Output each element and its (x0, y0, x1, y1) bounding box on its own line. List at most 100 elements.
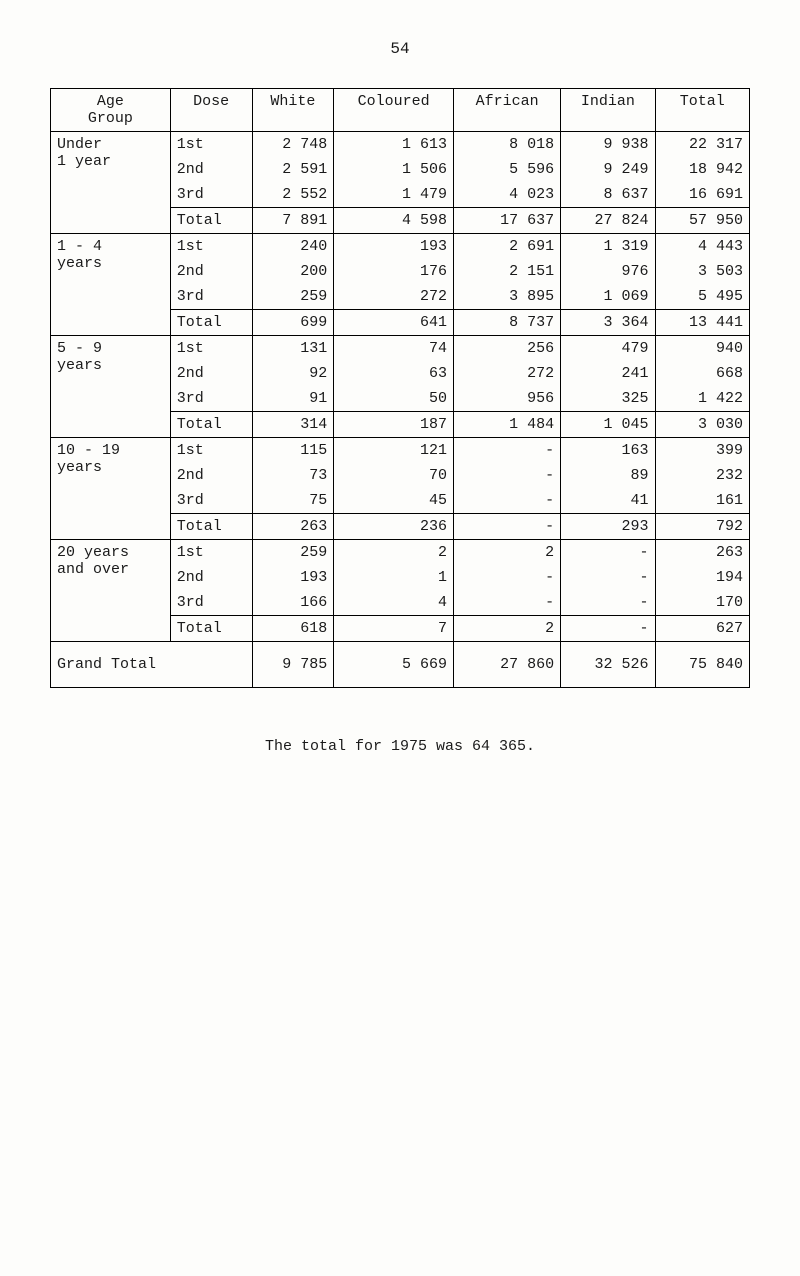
value-cell: 5 495 (655, 284, 749, 310)
grand-total-cell: 75 840 (655, 642, 749, 688)
header-age-group: Age Group (51, 89, 171, 132)
value-cell: 256 (454, 336, 561, 362)
value-cell: - (561, 565, 655, 590)
subtotal-cell: 627 (655, 616, 749, 642)
value-cell: 5 596 (454, 157, 561, 182)
value-cell: 4 023 (454, 182, 561, 208)
value-cell: 16 691 (655, 182, 749, 208)
value-cell: 3 895 (454, 284, 561, 310)
subtotal-label: Total (170, 514, 252, 540)
value-cell: 9 938 (561, 132, 655, 158)
subtotal-label: Total (170, 310, 252, 336)
value-cell: 399 (655, 438, 749, 464)
header-total: Total (655, 89, 749, 132)
subtotal-cell: 27 824 (561, 208, 655, 234)
value-cell: - (561, 590, 655, 616)
subtotal-cell: 7 891 (252, 208, 334, 234)
value-cell: 74 (334, 336, 454, 362)
header-row: Age Group Dose White Coloured African In… (51, 89, 750, 132)
value-cell: 89 (561, 463, 655, 488)
dose-cell: 3rd (170, 590, 252, 616)
dose-cell: 2nd (170, 463, 252, 488)
value-cell: 1 479 (334, 182, 454, 208)
grand-total-cell: 27 860 (454, 642, 561, 688)
value-cell: 259 (252, 540, 334, 566)
table-row: 5 - 9 years1st13174256479940 (51, 336, 750, 362)
subtotal-cell: 1 045 (561, 412, 655, 438)
subtotal-cell: 641 (334, 310, 454, 336)
grand-total-cell: 9 785 (252, 642, 334, 688)
age-group-cell: 20 years and over (51, 540, 171, 642)
value-cell: 272 (334, 284, 454, 310)
value-cell: 8 018 (454, 132, 561, 158)
value-cell: 2 591 (252, 157, 334, 182)
subtotal-cell: 17 637 (454, 208, 561, 234)
value-cell: - (454, 590, 561, 616)
value-cell: 241 (561, 361, 655, 386)
value-cell: 1 422 (655, 386, 749, 412)
subtotal-cell: 57 950 (655, 208, 749, 234)
value-cell: 75 (252, 488, 334, 514)
grand-total-label: Grand Total (51, 642, 253, 688)
caption-text: The total for 1975 was 64 365. (50, 738, 750, 755)
subtotal-cell: 8 737 (454, 310, 561, 336)
value-cell: 18 942 (655, 157, 749, 182)
subtotal-cell: 618 (252, 616, 334, 642)
value-cell: 8 637 (561, 182, 655, 208)
age-group-cell: 10 - 19 years (51, 438, 171, 540)
subtotal-cell: - (561, 616, 655, 642)
age-group-cell: 5 - 9 years (51, 336, 171, 438)
value-cell: 2 552 (252, 182, 334, 208)
value-cell: 976 (561, 259, 655, 284)
value-cell: 41 (561, 488, 655, 514)
value-cell: 2 (334, 540, 454, 566)
value-cell: 121 (334, 438, 454, 464)
value-cell: 259 (252, 284, 334, 310)
dose-cell: 2nd (170, 361, 252, 386)
value-cell: 163 (561, 438, 655, 464)
dose-cell: 1st (170, 438, 252, 464)
value-cell: 2 151 (454, 259, 561, 284)
dose-cell: 2nd (170, 259, 252, 284)
table-row: 20 years and over1st25922-263 (51, 540, 750, 566)
value-cell: 1 506 (334, 157, 454, 182)
value-cell: 940 (655, 336, 749, 362)
header-african: African (454, 89, 561, 132)
subtotal-cell: 293 (561, 514, 655, 540)
value-cell: - (454, 463, 561, 488)
value-cell: - (454, 565, 561, 590)
value-cell: 200 (252, 259, 334, 284)
value-cell: 131 (252, 336, 334, 362)
value-cell: 240 (252, 234, 334, 260)
value-cell: 1 069 (561, 284, 655, 310)
subtotal-cell: 792 (655, 514, 749, 540)
header-dose: Dose (170, 89, 252, 132)
value-cell: 193 (252, 565, 334, 590)
subtotal-cell: 7 (334, 616, 454, 642)
value-cell: 668 (655, 361, 749, 386)
value-cell: 2 748 (252, 132, 334, 158)
value-cell: 70 (334, 463, 454, 488)
value-cell: 92 (252, 361, 334, 386)
dose-cell: 2nd (170, 157, 252, 182)
subtotal-cell: 314 (252, 412, 334, 438)
dose-cell: 3rd (170, 182, 252, 208)
value-cell: 956 (454, 386, 561, 412)
dose-cell: 1st (170, 540, 252, 566)
value-cell: 4 443 (655, 234, 749, 260)
subtotal-label: Total (170, 616, 252, 642)
value-cell: 166 (252, 590, 334, 616)
data-table: Age Group Dose White Coloured African In… (50, 88, 750, 688)
dose-cell: 1st (170, 132, 252, 158)
value-cell: 73 (252, 463, 334, 488)
subtotal-cell: 4 598 (334, 208, 454, 234)
value-cell: 479 (561, 336, 655, 362)
subtotal-cell: 2 (454, 616, 561, 642)
table-row: 1 - 4 years1st2401932 6911 3194 443 (51, 234, 750, 260)
value-cell: 325 (561, 386, 655, 412)
value-cell: 161 (655, 488, 749, 514)
subtotal-cell: 3 030 (655, 412, 749, 438)
value-cell: 263 (655, 540, 749, 566)
value-cell: 115 (252, 438, 334, 464)
dose-cell: 3rd (170, 284, 252, 310)
